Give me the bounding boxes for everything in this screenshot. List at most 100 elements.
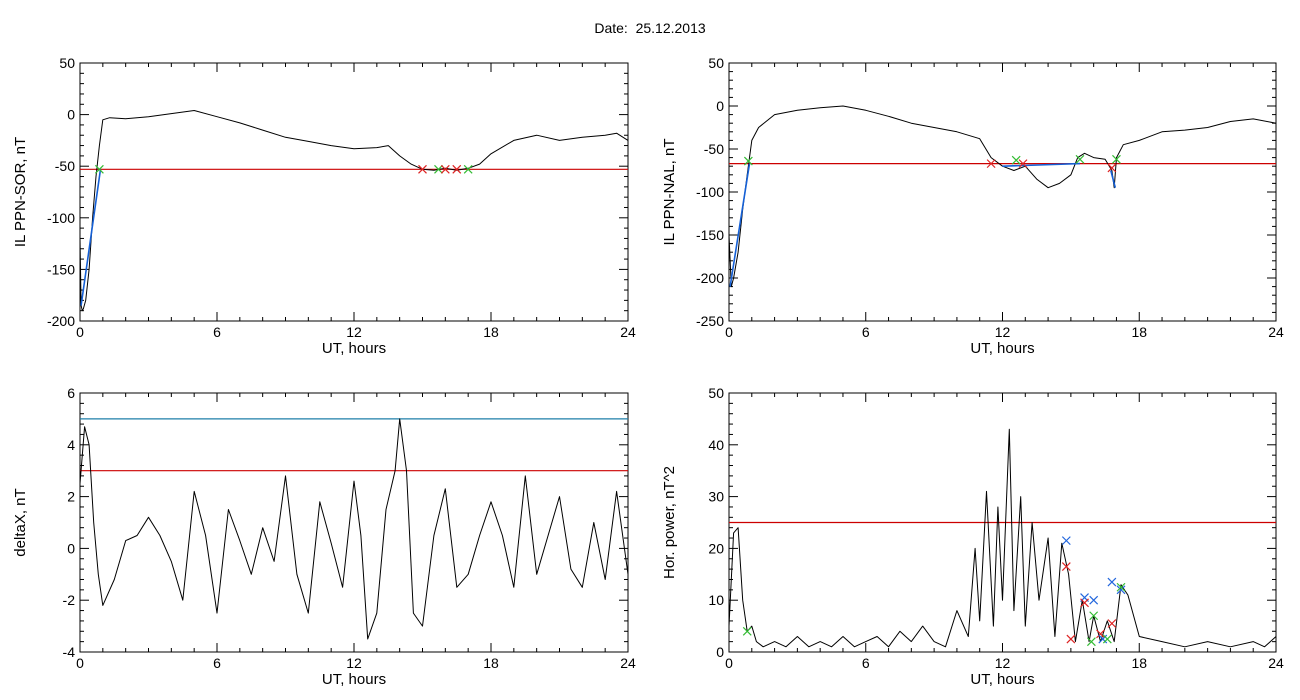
y-tick-label: 30 <box>708 489 724 505</box>
marker-x-green <box>463 164 473 174</box>
x-tick-label: 24 <box>1268 655 1284 671</box>
marker-x-red <box>1096 629 1105 639</box>
x-axis-label: UT, hours <box>970 340 1034 357</box>
marker-stroke <box>1061 536 1071 546</box>
marker-stroke <box>1011 155 1021 165</box>
marker-stroke <box>1061 562 1071 571</box>
marker-stroke <box>1018 159 1028 169</box>
y-tick-label: -200 <box>696 270 724 286</box>
y-tick-label: -50 <box>55 158 75 174</box>
marker-x-green <box>434 164 443 174</box>
highlight-segment <box>1002 162 1081 167</box>
marker-x-green <box>1075 154 1085 164</box>
y-tick-label: 50 <box>59 55 75 71</box>
y-tick-label: 2 <box>67 489 75 505</box>
chart-ppn-sor: 0 6 12 18 24 -200 -150 -100 -50 0 50 UT, hours IL PP… <box>12 55 636 357</box>
marker-x-green <box>742 626 752 636</box>
marker-stroke <box>434 164 443 174</box>
date-header: Date: 25.12.2013 <box>0 20 1300 36</box>
highlight-segment <box>729 163 751 287</box>
marker-stroke <box>743 156 753 166</box>
x-tick-label: 6 <box>213 655 221 671</box>
y-axis-label: deltaX, nT <box>12 488 29 556</box>
y-tick-label: -150 <box>47 261 75 277</box>
data-series-line <box>79 418 629 640</box>
x-axis-label: UT, hours <box>970 671 1034 688</box>
marker-stroke <box>1080 598 1089 608</box>
y-tick-label: -2 <box>63 592 76 608</box>
data-series-line <box>728 105 1277 288</box>
x-tick-label: 12 <box>346 324 362 340</box>
marker-stroke <box>1112 154 1121 164</box>
x-tick-label: 24 <box>1268 324 1284 340</box>
marker-stroke <box>1066 634 1076 644</box>
x-tick-label: 18 <box>483 324 499 340</box>
x-tick-label: 24 <box>620 324 636 340</box>
y-tick-label: 4 <box>67 437 75 453</box>
marker-x-red <box>1061 562 1071 571</box>
marker-x-red <box>1066 634 1076 644</box>
y-axis-label: Hor. power, nT^2 <box>661 466 678 579</box>
y-tick-label: 0 <box>67 107 75 123</box>
marker-x-red <box>452 164 462 174</box>
y-tick-label: 40 <box>708 437 724 453</box>
marker-x-blue <box>1107 577 1117 587</box>
plot-frame <box>79 392 629 653</box>
y-tick-label: -150 <box>696 227 724 243</box>
marker-x-red <box>418 164 427 174</box>
marker-stroke <box>986 159 996 169</box>
date-value: 25.12.2013 <box>635 20 706 36</box>
marker-x-red <box>440 164 450 174</box>
y-tick-label: -100 <box>47 210 75 226</box>
chart-ppn-nal: 0 6 12 18 24 -250 -200 -150 -100 -50 0 50 UT, hours I… <box>661 55 1284 357</box>
marker-x-blue <box>1116 585 1126 595</box>
y-tick-label: -4 <box>63 644 76 660</box>
marker-stroke <box>1089 611 1099 621</box>
marker-x-green <box>1112 154 1121 164</box>
marker-x-blue <box>1089 595 1099 605</box>
y-tick-label: 6 <box>67 385 75 401</box>
x-tick-label: 6 <box>862 655 870 671</box>
marker-stroke <box>452 164 462 174</box>
data-series-line <box>728 428 1277 648</box>
x-axis-label: UT, hours <box>322 671 386 688</box>
x-tick-label: 0 <box>725 324 733 340</box>
y-tick-label: 0 <box>67 540 75 556</box>
data-series-line <box>79 110 629 312</box>
y-tick-label: 10 <box>708 592 724 608</box>
marker-x-red <box>986 159 996 169</box>
x-axis-label: UT, hours <box>322 340 386 357</box>
y-tick-label: -100 <box>696 184 724 200</box>
marker-stroke <box>418 164 427 174</box>
marker-stroke <box>463 164 473 174</box>
marker-stroke <box>1116 582 1126 592</box>
x-tick-label: 6 <box>213 324 221 340</box>
y-axis-label: IL PPN-NAL, nT <box>661 139 678 246</box>
marker-stroke <box>742 626 752 636</box>
marker-stroke <box>1089 595 1099 605</box>
marker-x-green <box>94 164 104 174</box>
x-tick-label: 18 <box>1131 655 1147 671</box>
x-tick-label: 0 <box>76 655 84 671</box>
x-tick-label: 12 <box>995 324 1011 340</box>
x-tick-label: 6 <box>862 324 870 340</box>
marker-stroke <box>1096 629 1105 639</box>
highlight-segment <box>1110 170 1117 188</box>
marker-stroke <box>1107 577 1117 587</box>
marker-x-red <box>1080 598 1089 608</box>
marker-x-red <box>1107 163 1117 173</box>
x-tick-label: 12 <box>995 655 1011 671</box>
marker-stroke <box>1107 163 1117 173</box>
chart-hor-power: 0 6 12 18 24 0 10 20 30 40 50 UT, hours Hor. power, … <box>661 385 1284 688</box>
marker-stroke <box>1116 585 1126 595</box>
x-tick-label: 0 <box>725 655 733 671</box>
date-label: Date: <box>594 20 628 36</box>
y-tick-label: 50 <box>708 55 724 71</box>
y-tick-label: 50 <box>708 385 724 401</box>
marker-x-green <box>1116 582 1126 592</box>
y-tick-label: -200 <box>47 313 75 329</box>
plot-frame <box>79 62 629 322</box>
marker-x-red <box>1018 159 1028 169</box>
